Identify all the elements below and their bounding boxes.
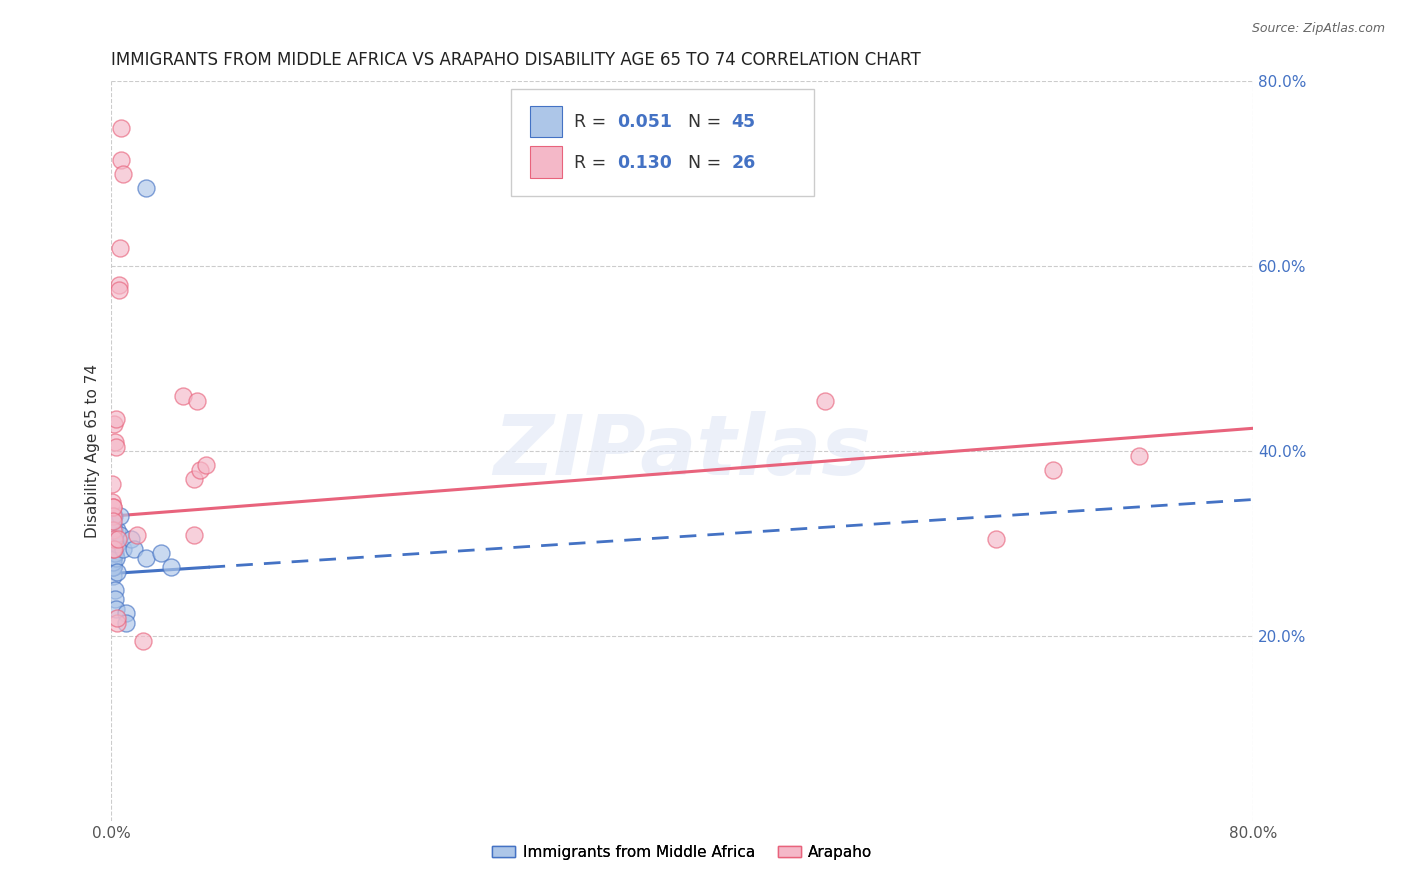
Point — [105, 615, 128, 630]
Point — [105, 611, 128, 625]
Point — [101, 527, 124, 541]
Point — [172, 389, 194, 403]
Point — [101, 556, 124, 570]
Point — [101, 533, 124, 547]
Point — [186, 393, 208, 408]
Point — [104, 583, 127, 598]
Point — [101, 550, 124, 565]
Point — [101, 550, 124, 565]
Point — [132, 634, 155, 648]
Text: N =: N = — [688, 113, 727, 131]
Point — [1042, 463, 1064, 477]
Point — [111, 541, 134, 556]
Text: N =: N = — [688, 153, 727, 172]
Point — [103, 556, 125, 570]
Text: 0.130: 0.130 — [617, 153, 672, 172]
Point — [101, 537, 124, 551]
Point — [101, 541, 124, 556]
Point — [101, 495, 124, 509]
Point — [103, 435, 125, 450]
Point — [103, 546, 125, 560]
Point — [101, 546, 124, 560]
Point — [160, 560, 183, 574]
Point — [101, 500, 124, 514]
Point — [101, 476, 124, 491]
Point — [101, 500, 124, 514]
Point — [101, 560, 124, 574]
Text: 26: 26 — [731, 153, 755, 172]
Point — [986, 533, 1008, 547]
Point — [101, 560, 124, 574]
Text: 45: 45 — [731, 113, 755, 131]
Point — [101, 533, 124, 547]
Point — [135, 180, 157, 194]
FancyBboxPatch shape — [510, 88, 814, 196]
Point — [107, 277, 129, 292]
Point — [103, 533, 125, 547]
Point — [101, 537, 124, 551]
Point — [108, 509, 131, 524]
Point — [101, 518, 124, 533]
Point — [101, 550, 124, 565]
Text: R =: R = — [574, 153, 612, 172]
Point — [107, 533, 129, 547]
Point — [150, 546, 173, 560]
Legend: Immigrants from Middle Africa, Arapaho: Immigrants from Middle Africa, Arapaho — [486, 838, 879, 865]
Point — [103, 537, 125, 551]
Point — [105, 440, 128, 454]
Point — [101, 569, 124, 583]
Point — [111, 167, 134, 181]
Point — [101, 523, 124, 537]
Point — [101, 509, 124, 524]
Text: IMMIGRANTS FROM MIDDLE AFRICA VS ARAPAHO DISABILITY AGE 65 TO 74 CORRELATION CHA: IMMIGRANTS FROM MIDDLE AFRICA VS ARAPAHO… — [111, 51, 921, 69]
Text: ZIPatlas: ZIPatlas — [494, 411, 872, 491]
Point — [101, 560, 124, 574]
Bar — [530, 106, 562, 136]
Point — [104, 592, 127, 607]
Point — [1128, 449, 1150, 463]
Point — [194, 458, 217, 473]
Point — [105, 523, 128, 537]
Point — [188, 463, 211, 477]
Y-axis label: Disability Age 65 to 74: Disability Age 65 to 74 — [86, 365, 100, 539]
Point — [183, 527, 205, 541]
Bar — [530, 146, 562, 178]
Point — [114, 607, 136, 621]
Point — [108, 241, 131, 255]
Point — [183, 472, 205, 486]
Point — [101, 541, 124, 556]
Point — [814, 393, 837, 408]
Point — [101, 541, 124, 556]
Text: 0.051: 0.051 — [617, 113, 672, 131]
Point — [103, 523, 125, 537]
Point — [103, 514, 125, 528]
Point — [101, 527, 124, 541]
Point — [120, 533, 142, 547]
Point — [110, 120, 132, 135]
Point — [101, 541, 124, 556]
Point — [122, 541, 145, 556]
Text: Source: ZipAtlas.com: Source: ZipAtlas.com — [1251, 22, 1385, 36]
Point — [101, 546, 124, 560]
Point — [104, 412, 127, 426]
Point — [103, 509, 125, 524]
Point — [108, 527, 131, 541]
Point — [127, 527, 149, 541]
Point — [103, 541, 125, 556]
Text: R =: R = — [574, 113, 612, 131]
Point — [114, 615, 136, 630]
Point — [105, 550, 128, 565]
Point — [103, 417, 125, 431]
Point — [104, 601, 127, 615]
Point — [103, 523, 125, 537]
Point — [108, 283, 131, 297]
Point — [103, 541, 125, 556]
Point — [110, 153, 132, 167]
Point — [135, 550, 157, 565]
Point — [105, 565, 128, 579]
Point — [107, 537, 129, 551]
